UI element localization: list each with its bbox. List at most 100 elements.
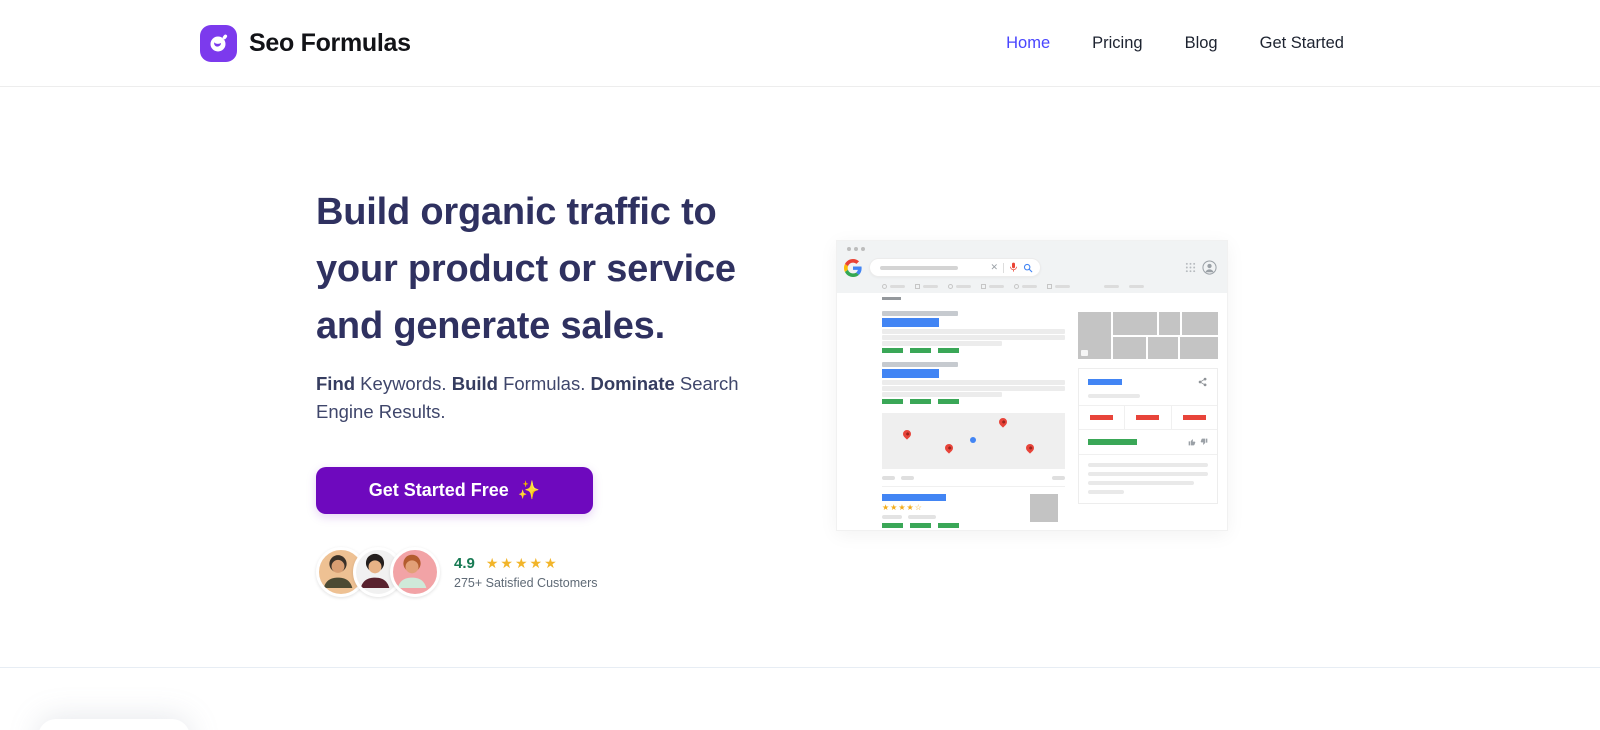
result-title-bar xyxy=(882,369,939,378)
logo-icon xyxy=(200,24,237,62)
filter-chip-dash xyxy=(901,476,914,480)
result-url-bar xyxy=(882,362,958,367)
result-text-line xyxy=(882,380,1065,385)
tab-label-dash xyxy=(1022,284,1037,289)
tab-icon xyxy=(1014,284,1019,289)
subtitle-bold-build: Build xyxy=(451,373,498,394)
sitelink-bar xyxy=(938,348,959,353)
window-dot-icon xyxy=(861,247,865,251)
description-line xyxy=(1088,490,1124,494)
collage-image xyxy=(1113,336,1146,359)
result-text-line xyxy=(882,335,1065,340)
sparkles-icon: ✨ xyxy=(517,480,541,500)
headline-line-1: Build organic traffic to xyxy=(316,191,717,233)
knowledge-title-bar xyxy=(1088,379,1122,385)
close-icon: ✕ xyxy=(990,262,998,272)
collage-image xyxy=(1180,336,1218,359)
map-pin-icon xyxy=(1024,442,1036,454)
thumbs-down-icon xyxy=(1200,438,1208,445)
settings-dash xyxy=(1129,284,1144,289)
knowledge-card xyxy=(1078,368,1218,504)
local-title-bar xyxy=(882,494,946,501)
sitelink-bar xyxy=(910,523,931,528)
active-tab-underline xyxy=(882,297,901,300)
map-location-dot-icon xyxy=(970,437,976,443)
knowledge-stats-row xyxy=(1079,405,1217,429)
hero-subtitle: Find Keywords. Build Formulas. Dominate … xyxy=(316,370,761,426)
thumbs-up-icon xyxy=(1188,439,1196,446)
rating-block: 4.9 ★★★★★ 275+ Satisfied Customers xyxy=(454,555,597,590)
top-navbar: Seo Formulas Home Pricing Blog Get Start… xyxy=(0,0,1600,87)
stat-bar xyxy=(1136,415,1160,420)
knowledge-description xyxy=(1079,454,1217,503)
mockup-browser-header: ✕ xyxy=(837,241,1227,293)
headline-line-3: and generate sales. xyxy=(316,305,665,347)
bomb-icon xyxy=(210,34,227,52)
mock-results-column: ★★★★☆ ★★★★★ xyxy=(882,311,1065,530)
map-pin-icon xyxy=(997,416,1009,428)
result-sitelinks xyxy=(882,399,1065,404)
description-line xyxy=(1088,472,1208,476)
stat-bar xyxy=(1090,415,1114,420)
local-meta-dash xyxy=(882,515,902,519)
rating-caption: 275+ Satisfied Customers xyxy=(454,575,598,590)
filter-chip-dash xyxy=(1052,476,1065,480)
hero-headline: Build organic traffic to your product or… xyxy=(316,184,776,355)
window-dot-icon xyxy=(854,247,858,251)
section-divider xyxy=(0,667,1600,668)
knowledge-image-collage xyxy=(1078,312,1218,359)
tab-icon xyxy=(981,284,986,289)
collage-image xyxy=(1182,312,1218,335)
tab-label-dash xyxy=(956,284,971,289)
mock-serp-body: ★★★★☆ ★★★★★ xyxy=(837,293,1227,530)
mock-search-result xyxy=(882,311,1065,353)
subtitle-bold-find: Find xyxy=(316,373,356,394)
result-url-bar xyxy=(882,311,958,316)
mock-search-result xyxy=(882,362,1065,404)
nav-link-get-started[interactable]: Get Started xyxy=(1259,33,1344,52)
sitelink-bar xyxy=(910,348,931,353)
hero-content: Build organic traffic to your product or… xyxy=(316,184,776,597)
mock-serp-tabs xyxy=(882,284,1144,289)
map-pin-icon xyxy=(943,442,955,454)
nav-link-pricing[interactable]: Pricing xyxy=(1092,33,1143,52)
main-nav: Home Pricing Blog Get Started xyxy=(1006,34,1344,53)
mock-map-pack xyxy=(882,413,1065,469)
knowledge-feedback-row xyxy=(1079,429,1217,454)
sitelink-bar xyxy=(882,348,903,353)
filter-chip-dash xyxy=(882,476,895,480)
description-line xyxy=(1088,463,1208,467)
collage-image xyxy=(1113,312,1157,335)
local-meta-dash xyxy=(908,515,936,519)
avatar xyxy=(390,547,440,597)
result-text-line xyxy=(882,386,1065,391)
divider xyxy=(1003,262,1004,273)
tab-label-dash xyxy=(1055,284,1070,289)
subtitle-text-2: Formulas. xyxy=(497,373,591,394)
result-text-line xyxy=(882,392,1002,397)
result-text-line xyxy=(882,329,1065,334)
local-thumbnail xyxy=(1030,494,1058,522)
sitelink-bar xyxy=(882,523,903,528)
map-filter-chips xyxy=(882,476,1065,480)
mic-icon xyxy=(1010,262,1017,272)
avatar-photo xyxy=(360,553,390,590)
google-logo-icon xyxy=(844,258,862,277)
tab-icon xyxy=(948,284,953,289)
profile-avatar-icon xyxy=(1202,260,1217,275)
tab-label-dash xyxy=(989,284,1004,289)
tab-icon xyxy=(1047,284,1052,289)
rating-score: 4.9 xyxy=(454,554,475,572)
nav-link-blog[interactable]: Blog xyxy=(1184,33,1218,52)
map-pin-icon xyxy=(901,428,913,440)
get-started-free-button[interactable]: Get Started Free ✨ xyxy=(316,467,593,514)
share-icon xyxy=(1198,377,1207,387)
avatar-photo xyxy=(397,554,427,590)
mock-search-row: ✕ xyxy=(844,258,1041,277)
apps-grid-icon xyxy=(1185,262,1196,273)
sitelink-bar xyxy=(938,523,959,528)
google-serp-illustration: ✕ xyxy=(836,240,1228,531)
result-text-line xyxy=(882,341,1002,346)
brand-logo[interactable]: Seo Formulas xyxy=(200,24,411,62)
nav-link-home[interactable]: Home xyxy=(1006,33,1051,52)
